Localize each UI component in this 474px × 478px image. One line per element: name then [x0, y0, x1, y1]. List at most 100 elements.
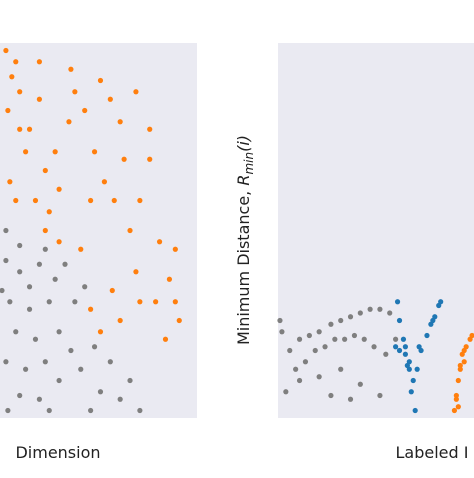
- point: [52, 276, 58, 282]
- point: [46, 209, 52, 215]
- point: [147, 126, 153, 132]
- point: [377, 306, 383, 312]
- point: [107, 96, 113, 102]
- point: [455, 404, 461, 410]
- point: [153, 299, 159, 305]
- point: [279, 329, 285, 335]
- point: [91, 344, 98, 350]
- point: [3, 227, 9, 234]
- y-axis-label: Minimum Distance, Rmin(i): [234, 135, 256, 345]
- point: [56, 377, 62, 384]
- point: [166, 276, 173, 282]
- point: [68, 347, 74, 354]
- point: [17, 242, 23, 249]
- point: [3, 359, 9, 365]
- point: [408, 389, 414, 395]
- point: [328, 321, 334, 327]
- point: [23, 149, 29, 155]
- point: [342, 336, 348, 342]
- point: [322, 344, 328, 350]
- x-axis-label: Dimension: [15, 443, 100, 462]
- point: [283, 389, 289, 395]
- point: [127, 227, 133, 234]
- point: [97, 389, 104, 395]
- point: [36, 261, 43, 267]
- point: [451, 407, 457, 414]
- point: [404, 362, 410, 369]
- point: [3, 257, 9, 264]
- point: [88, 197, 94, 204]
- point: [107, 359, 113, 365]
- point: [88, 407, 94, 414]
- point: [97, 77, 104, 84]
- point: [396, 347, 403, 354]
- y-label-text: Minimum Distance,: [234, 186, 253, 345]
- point: [127, 377, 133, 384]
- point: [293, 366, 299, 372]
- point: [316, 374, 322, 380]
- point: [42, 227, 48, 234]
- point: [414, 366, 420, 372]
- point: [172, 246, 178, 252]
- point: [46, 407, 52, 414]
- point: [137, 197, 143, 204]
- point: [56, 239, 62, 245]
- point: [172, 299, 178, 305]
- point: [162, 336, 169, 342]
- point: [0, 287, 5, 294]
- point: [277, 317, 283, 324]
- point: [461, 359, 467, 365]
- point: [176, 317, 182, 324]
- point: [137, 299, 143, 305]
- point: [23, 366, 29, 372]
- point: [393, 344, 399, 350]
- point: [111, 197, 117, 204]
- point: [351, 332, 358, 339]
- y-label-symbol: R: [234, 175, 253, 186]
- point: [66, 119, 72, 125]
- point: [88, 306, 94, 312]
- point: [416, 344, 422, 350]
- point: [371, 344, 377, 350]
- point: [463, 344, 469, 350]
- point: [396, 317, 403, 324]
- point: [296, 336, 303, 342]
- point: [133, 269, 139, 275]
- point: [347, 396, 354, 402]
- point: [68, 66, 74, 72]
- point: [430, 317, 436, 324]
- point: [13, 329, 19, 335]
- point: [147, 156, 153, 162]
- point: [453, 392, 459, 399]
- point: [32, 336, 39, 342]
- point: [56, 329, 62, 335]
- point: [13, 197, 19, 204]
- point: [287, 347, 293, 354]
- point: [133, 89, 139, 95]
- point: [402, 351, 408, 357]
- point: [17, 126, 23, 132]
- point: [117, 396, 123, 402]
- point: [410, 377, 416, 384]
- point: [26, 126, 33, 132]
- point: [62, 261, 68, 267]
- point: [302, 359, 309, 365]
- point: [394, 299, 401, 305]
- point: [393, 336, 399, 342]
- point: [296, 377, 303, 384]
- plot-background: [0, 43, 197, 418]
- point: [17, 89, 23, 95]
- point: [156, 239, 163, 245]
- point: [137, 407, 143, 414]
- point: [328, 392, 334, 399]
- point: [36, 96, 43, 102]
- point: [7, 299, 13, 305]
- point: [56, 186, 62, 192]
- point: [42, 359, 48, 365]
- point: [32, 197, 39, 204]
- point: [5, 407, 11, 414]
- point: [101, 179, 108, 185]
- point: [357, 310, 363, 316]
- point: [78, 366, 84, 372]
